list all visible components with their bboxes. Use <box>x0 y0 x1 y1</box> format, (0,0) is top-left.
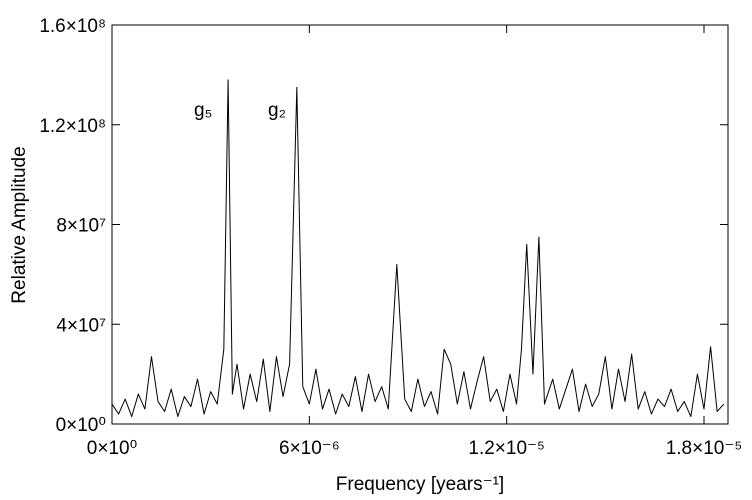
y-tick-label: 4×10⁷ <box>56 315 106 336</box>
data-line <box>111 79 725 418</box>
y-axis-label: Relative Amplitude <box>9 146 30 303</box>
x-tick-label: 1.2×10⁻⁵ <box>468 438 545 459</box>
annotation: g₂ <box>268 100 286 121</box>
x-tick-label: 1.8×10⁻⁵ <box>666 438 743 459</box>
y-tick-label: 1.6×10⁸ <box>39 16 106 37</box>
annotation: g₅ <box>194 100 212 121</box>
y-tick-label: 1.2×10⁸ <box>39 116 106 137</box>
y-tick-label: 0×10⁰ <box>56 415 106 436</box>
plot-frame <box>111 24 729 425</box>
y-tick-label: 8×10⁷ <box>56 216 106 237</box>
x-tick-label: 0×10⁰ <box>87 438 137 459</box>
x-tick-label: 6×10⁻⁶ <box>279 438 340 459</box>
x-axis-label: Frequency [years⁻¹] <box>336 474 504 495</box>
